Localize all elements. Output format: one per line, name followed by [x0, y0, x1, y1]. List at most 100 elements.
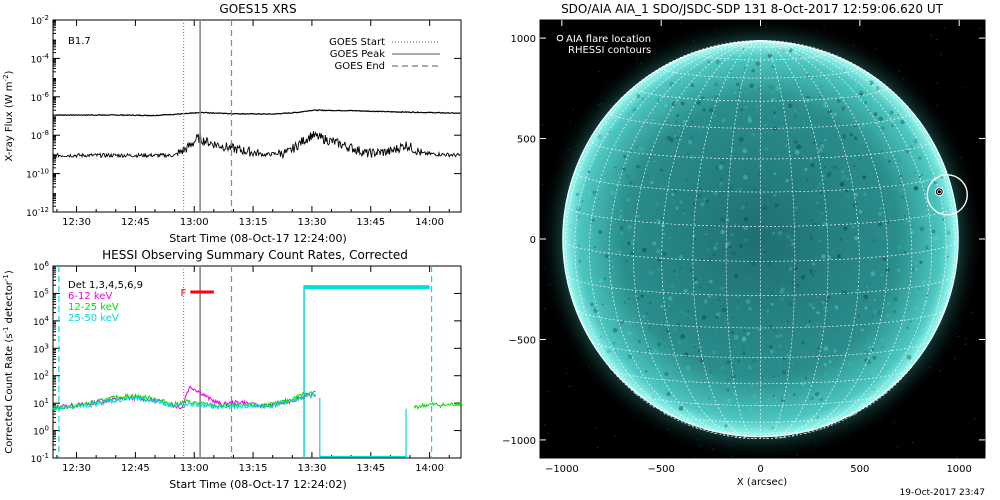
disk-texture: [839, 398, 842, 401]
longitude-line: [661, 39, 761, 439]
disk-texture: [657, 257, 662, 263]
background-noise: [935, 82, 938, 84]
disk-texture: [593, 308, 599, 313]
disk-texture: [731, 316, 733, 319]
disk-texture: [638, 350, 642, 354]
x-tick-label: 13:15: [239, 217, 268, 228]
disk-texture: [674, 328, 676, 331]
y-tick-label: 10-10: [26, 168, 49, 181]
aia-y-tick-label: 1000: [511, 34, 536, 45]
disk-texture: [917, 287, 920, 290]
disk-texture: [829, 171, 833, 174]
disk-texture: [629, 181, 632, 184]
disk-texture: [777, 230, 783, 236]
disk-texture: [867, 346, 871, 350]
disk-texture: [610, 190, 615, 195]
disk-texture: [755, 61, 760, 66]
disk-texture: [892, 213, 895, 216]
disk-texture: [796, 331, 800, 335]
disk-texture: [591, 218, 595, 222]
disk-texture: [811, 306, 815, 310]
disk-texture: [775, 401, 778, 404]
x-tick-label: 13:15: [239, 463, 268, 474]
background-noise: [541, 124, 544, 126]
y-tick-base: 10: [33, 263, 45, 273]
disk-texture: [754, 368, 757, 371]
disk-texture: [783, 419, 788, 424]
disk-texture: [647, 325, 652, 330]
disk-texture: [839, 181, 845, 187]
goes-series-line: [52, 131, 461, 160]
disk-texture: [697, 193, 702, 198]
y-tick-label: 10-8: [31, 129, 49, 142]
disk-texture: [709, 259, 712, 262]
x-tick-label: 13:45: [356, 217, 385, 228]
disk-texture: [731, 250, 736, 256]
y-tick-label: 10-1: [31, 452, 49, 465]
disk-texture: [886, 301, 891, 306]
disk-texture: [611, 259, 614, 262]
disk-texture: [623, 300, 627, 304]
disk-texture: [644, 372, 647, 375]
disk-texture: [857, 99, 861, 103]
disk-texture: [702, 108, 706, 112]
background-noise: [943, 27, 945, 29]
disk-texture: [899, 190, 902, 193]
disk-texture: [648, 270, 654, 276]
disk-texture: [671, 93, 675, 97]
disk-texture: [833, 328, 836, 331]
disk-texture: [620, 208, 624, 213]
disk-texture: [753, 117, 757, 121]
y-tick-label: 103: [33, 342, 49, 355]
disk-texture: [827, 255, 832, 260]
disk-texture: [638, 146, 644, 152]
disk-texture: [679, 266, 683, 270]
hessi-series: F: [52, 266, 462, 458]
disk-texture: [618, 214, 623, 219]
disk-texture: [738, 137, 744, 142]
disk-texture: [675, 136, 679, 140]
longitude-line: [760, 39, 913, 437]
disk-texture: [738, 244, 744, 249]
goes-legend-label: GOES Start: [329, 37, 385, 48]
y-tick-exponent: 4: [45, 315, 50, 323]
background-noise: [852, 44, 855, 46]
disk-texture: [823, 362, 827, 367]
flare-circle: [926, 174, 968, 216]
disk-texture: [756, 105, 759, 108]
disk-texture: [847, 362, 852, 366]
aia-x-tick-label: 500: [850, 464, 869, 475]
disk-texture: [804, 167, 808, 171]
y-tick-exponent: 1: [45, 397, 49, 405]
disk-texture: [808, 302, 813, 307]
disk-texture: [826, 190, 829, 193]
disk-texture: [750, 261, 756, 266]
disk-texture: [742, 148, 747, 154]
disk-texture: [666, 135, 671, 140]
disk-texture: [739, 424, 743, 428]
disk-texture: [731, 233, 734, 237]
disk-texture: [804, 376, 808, 380]
disk-texture: [789, 48, 793, 53]
disk-texture: [678, 81, 681, 84]
disk-texture: [581, 170, 585, 174]
disk-texture: [635, 146, 638, 149]
hessi-legend-entry: 25-50 keV: [68, 313, 119, 324]
longitude-line: [725, 40, 761, 440]
disk-texture: [775, 85, 779, 88]
disk-texture: [625, 259, 628, 263]
goes-legend-label: GOES Peak: [330, 49, 385, 60]
disk-texture: [653, 160, 656, 163]
rhessi-contour: [934, 187, 944, 197]
disk-texture: [816, 311, 820, 315]
disk-texture: [693, 237, 697, 241]
disk-texture: [901, 195, 904, 199]
disk-texture: [671, 193, 675, 197]
disk-texture: [662, 251, 667, 257]
disk-texture: [817, 183, 822, 187]
disk-texture: [731, 331, 734, 334]
disk-texture: [726, 360, 731, 364]
disk-texture: [786, 234, 791, 239]
disk-texture: [929, 209, 932, 212]
disk-texture: [734, 223, 737, 226]
